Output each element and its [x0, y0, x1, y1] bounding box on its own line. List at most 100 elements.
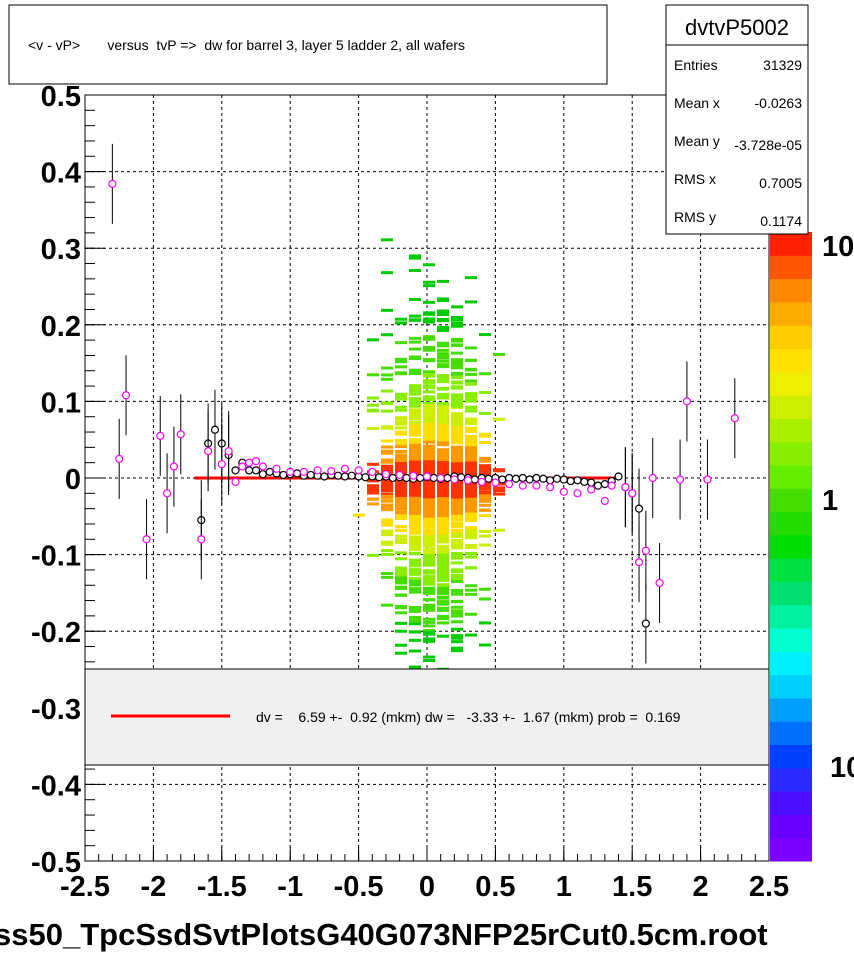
magenta-point	[703, 475, 712, 484]
density-cell	[409, 587, 421, 591]
density-cell	[451, 460, 463, 464]
density-cell	[437, 466, 449, 470]
density-cell	[409, 638, 421, 642]
density-cell	[423, 531, 435, 535]
density-cell	[465, 276, 477, 280]
density-cell	[437, 596, 449, 600]
density-cell	[437, 487, 449, 491]
density-cell	[409, 314, 421, 318]
density-cell	[437, 423, 449, 427]
density-cell	[437, 297, 449, 301]
density-cell	[465, 461, 477, 465]
density-cell	[423, 483, 435, 487]
black-point	[245, 466, 254, 475]
black-point	[525, 475, 534, 484]
density-cell	[423, 525, 435, 529]
density-cell	[423, 416, 435, 420]
density-cell	[437, 602, 449, 606]
magenta-point	[675, 475, 685, 484]
density-cell	[409, 538, 421, 542]
density-cell	[423, 444, 435, 448]
density-cell	[437, 448, 449, 452]
magenta-point	[621, 483, 630, 492]
colorbar-cell	[770, 418, 812, 443]
colorbar-cell	[770, 441, 812, 466]
magenta-point	[176, 430, 185, 439]
density-cell	[479, 514, 491, 518]
density-cell	[437, 573, 449, 577]
density-cell	[423, 639, 435, 643]
magenta-point	[272, 464, 281, 473]
density-cell	[437, 548, 449, 552]
density-cell	[437, 458, 449, 462]
density-cell	[465, 487, 477, 491]
density-cell	[423, 591, 435, 595]
density-cell	[409, 515, 421, 519]
density-cell	[437, 575, 449, 579]
density-cell	[367, 491, 379, 495]
density-cell	[451, 447, 463, 451]
density-cell	[451, 400, 463, 404]
colorbar-cell	[770, 534, 812, 559]
density-cell	[381, 373, 393, 377]
density-cell	[381, 530, 393, 534]
black-point	[559, 475, 568, 484]
black-point	[443, 473, 452, 483]
density-cell	[451, 464, 463, 468]
density-cell	[423, 398, 435, 402]
density-cell	[451, 381, 463, 385]
magenta-point	[450, 475, 459, 484]
density-cell	[409, 422, 421, 426]
density-cell	[409, 397, 421, 401]
black-point	[518, 473, 527, 483]
density-cell	[437, 510, 449, 514]
density-cell	[395, 408, 407, 412]
stats-name: dvtvP5002	[685, 15, 789, 40]
black-point	[593, 481, 603, 490]
density-cell	[465, 449, 477, 453]
density-cell	[437, 516, 449, 520]
density-cell	[409, 569, 421, 573]
black-point	[539, 474, 548, 483]
density-cell	[409, 368, 421, 372]
title-box	[8, 4, 608, 85]
density-cell	[423, 284, 435, 288]
colorbar-cell	[770, 325, 812, 349]
black-point	[580, 477, 589, 486]
density-cell	[395, 371, 407, 375]
density-cell	[437, 558, 449, 562]
density-cell	[437, 443, 449, 447]
density-cell	[479, 473, 491, 477]
density-cell	[437, 521, 449, 525]
density-cell	[465, 485, 477, 489]
density-cell	[381, 389, 393, 393]
density-cell	[465, 346, 477, 350]
density-cell	[409, 420, 421, 424]
density-cell	[423, 424, 435, 428]
magenta-point	[381, 470, 391, 479]
density-cell	[409, 448, 421, 452]
density-cell	[465, 393, 477, 397]
density-cell	[437, 546, 449, 550]
chart-title: <v - vP> versus tvP => dw for barrel 3, …	[28, 37, 465, 53]
density-cell	[465, 489, 477, 493]
density-cell	[451, 506, 463, 510]
density-cell	[395, 360, 407, 364]
density-cell	[409, 583, 421, 587]
density-cell	[437, 600, 449, 604]
colorbar-label-bottom: 10	[830, 752, 854, 784]
density-cell	[479, 508, 491, 512]
density-cell	[451, 589, 463, 593]
point-markers	[108, 143, 739, 664]
density-cell	[395, 392, 407, 396]
density-cells	[353, 238, 505, 671]
colorbar-cell	[770, 697, 812, 722]
magenta-point	[204, 447, 213, 456]
density-cell	[395, 397, 407, 401]
density-cell	[493, 486, 505, 490]
density-cell	[451, 501, 463, 505]
density-cell	[395, 365, 407, 369]
colorbar-cell	[770, 511, 812, 536]
density-cell	[381, 503, 393, 507]
density-cell	[409, 384, 421, 388]
